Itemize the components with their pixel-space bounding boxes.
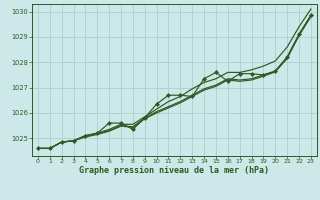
X-axis label: Graphe pression niveau de la mer (hPa): Graphe pression niveau de la mer (hPa) bbox=[79, 166, 269, 175]
